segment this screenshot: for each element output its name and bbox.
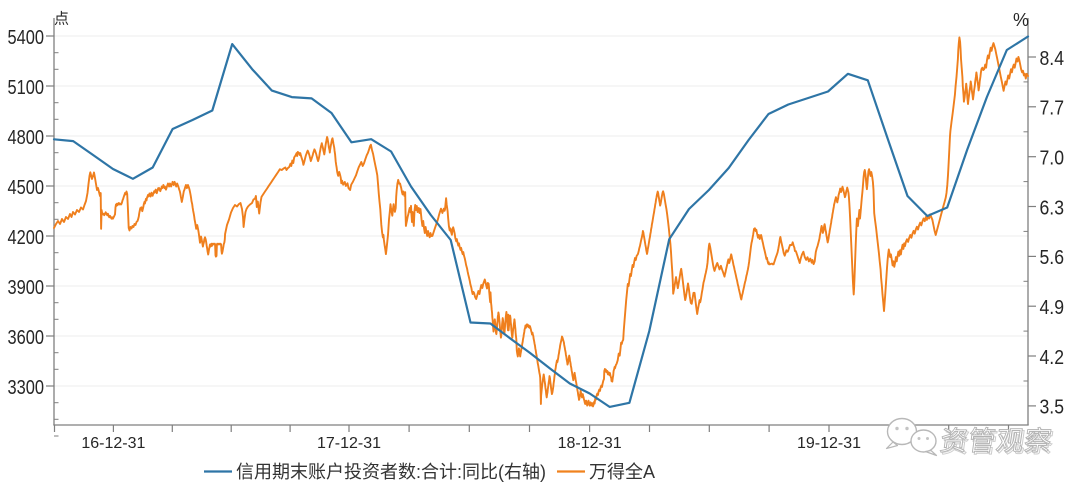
svg-text:资管观察: 资管观察 xyxy=(940,427,1056,458)
svg-text:7.0: 7.0 xyxy=(1040,148,1065,170)
svg-text:点: 点 xyxy=(54,11,69,28)
svg-text:万得全A: 万得全A xyxy=(589,462,655,482)
svg-text:5400: 5400 xyxy=(8,27,45,49)
svg-text:8.4: 8.4 xyxy=(1040,48,1065,70)
svg-text:4.2: 4.2 xyxy=(1040,347,1065,369)
svg-text:3.5: 3.5 xyxy=(1040,397,1065,419)
svg-text:5.6: 5.6 xyxy=(1040,247,1065,269)
svg-text:19-12-31: 19-12-31 xyxy=(797,435,861,452)
svg-text:3300: 3300 xyxy=(8,377,45,399)
svg-text:信用期末账户投资者数:合计:同比(右轴): 信用期末账户投资者数:合计:同比(右轴) xyxy=(236,462,546,482)
svg-text:17-12-31: 17-12-31 xyxy=(317,435,381,452)
svg-text:3600: 3600 xyxy=(8,327,45,349)
svg-text:16-12-31: 16-12-31 xyxy=(81,435,145,452)
svg-text:资管观察: 资管观察 xyxy=(938,425,1054,456)
svg-text:4.9: 4.9 xyxy=(1040,297,1065,319)
svg-text:6.3: 6.3 xyxy=(1040,197,1065,219)
svg-text:18-12-31: 18-12-31 xyxy=(558,435,622,452)
svg-text:4200: 4200 xyxy=(8,227,45,249)
svg-text:5100: 5100 xyxy=(8,77,45,99)
svg-text:4500: 4500 xyxy=(8,177,45,199)
svg-text:%: % xyxy=(1013,10,1029,30)
svg-text:7.7: 7.7 xyxy=(1040,98,1065,120)
svg-text:3900: 3900 xyxy=(8,277,45,299)
svg-text:4800: 4800 xyxy=(8,127,45,149)
